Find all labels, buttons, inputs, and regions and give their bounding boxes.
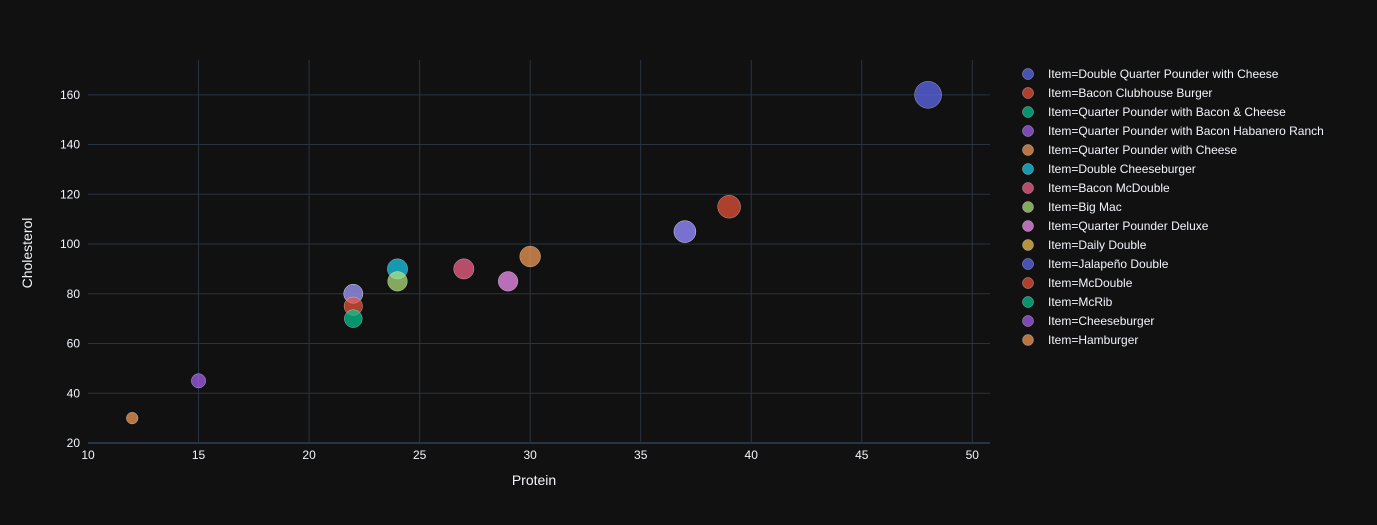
legend-marker [1022, 258, 1034, 270]
legend-item[interactable]: Item=Hamburger [1022, 333, 1139, 347]
legend-label: Item=Quarter Pounder with Bacon & Cheese [1048, 105, 1286, 119]
data-point[interactable] [387, 271, 408, 292]
legend-marker [1022, 144, 1034, 156]
legend-marker [1022, 220, 1034, 232]
legend-label: Item=Daily Double [1048, 238, 1147, 252]
y-axis-title: Cholesterol [19, 218, 35, 289]
legend-marker [1022, 163, 1034, 175]
y-tick-label: 20 [67, 436, 81, 450]
legend-marker [1022, 106, 1034, 118]
tick-labels: 10 15 20 25 30 35 40 45 50 20 40 60 80 100 120 140 160 [60, 88, 979, 462]
y-tick-label: 60 [67, 337, 81, 351]
legend-marker [1022, 87, 1034, 99]
legend-label: Item=Bacon Clubhouse Burger [1048, 86, 1212, 100]
legend-label: Item=McRib [1048, 295, 1113, 309]
legend-label: Item=Double Quarter Pounder with Cheese [1048, 67, 1279, 81]
y-tick-label: 140 [60, 138, 80, 152]
legend-item[interactable]: Item=McDouble [1022, 276, 1133, 290]
legend: Item=Double Quarter Pounder with Cheese I… [1022, 67, 1324, 347]
legend-item[interactable]: Item=Big Mac [1022, 200, 1122, 214]
legend-item[interactable]: Item=Quarter Pounder Deluxe [1022, 219, 1209, 233]
legend-item[interactable]: Item=Quarter Pounder with Bacon Habanero… [1022, 124, 1324, 138]
x-tick-label: 45 [855, 448, 869, 462]
legend-item[interactable]: Item=Bacon McDouble [1022, 181, 1171, 195]
legend-marker [1022, 315, 1034, 327]
legend-marker [1022, 239, 1034, 251]
legend-item[interactable]: Item=Jalapeño Double [1022, 257, 1169, 271]
legend-item[interactable]: Item=McRib [1022, 295, 1113, 309]
legend-item[interactable]: Item=Quarter Pounder with Bacon & Cheese [1022, 105, 1287, 119]
data-point[interactable] [453, 258, 475, 280]
y-tick-label: 120 [60, 187, 80, 201]
legend-item[interactable]: Item=Double Cheeseburger [1022, 162, 1196, 176]
x-tick-label: 50 [966, 448, 980, 462]
data-point[interactable] [191, 373, 206, 389]
data-point[interactable] [673, 220, 697, 243]
x-tick-label: 30 [523, 448, 537, 462]
legend-label: Item=Quarter Pounder Deluxe [1048, 219, 1209, 233]
legend-label: Item=Hamburger [1048, 333, 1138, 347]
x-tick-label: 15 [192, 448, 206, 462]
legend-item[interactable]: Item=Cheeseburger [1022, 314, 1155, 328]
legend-marker [1022, 182, 1034, 194]
legend-marker [1022, 334, 1034, 346]
legend-label: Item=McDouble [1048, 276, 1133, 290]
legend-label: Item=Cheeseburger [1048, 314, 1154, 328]
x-tick-label: 40 [745, 448, 759, 462]
marker-layer [126, 81, 942, 425]
x-tick-label: 35 [634, 448, 648, 462]
data-point[interactable] [914, 81, 942, 109]
legend-label: Item=Double Cheeseburger [1048, 162, 1196, 176]
x-tick-label: 25 [413, 448, 427, 462]
x-tick-label: 10 [81, 448, 95, 462]
legend-item[interactable]: Item=Daily Double [1022, 238, 1147, 252]
data-point[interactable] [717, 195, 741, 219]
legend-label: Item=Quarter Pounder with Bacon Habanero… [1048, 124, 1324, 138]
y-tick-label: 160 [60, 88, 80, 102]
legend-label: Item=Bacon McDouble [1048, 181, 1170, 195]
y-tick-label: 100 [60, 237, 80, 251]
legend-label: Item=Quarter Pounder with Cheese [1048, 143, 1237, 157]
data-point[interactable] [519, 245, 541, 268]
legend-marker [1022, 277, 1034, 289]
data-point[interactable] [344, 309, 363, 328]
legend-marker [1022, 201, 1034, 213]
legend-marker [1022, 296, 1034, 308]
data-point[interactable] [126, 412, 139, 425]
data-point[interactable] [497, 271, 519, 292]
legend-item[interactable]: Item=Bacon Clubhouse Burger [1022, 86, 1213, 100]
legend-marker [1022, 68, 1034, 80]
x-tick-label: 20 [302, 448, 316, 462]
legend-item[interactable]: Item=Quarter Pounder with Cheese [1022, 143, 1238, 157]
x-axis-title: Protein [512, 472, 556, 488]
y-tick-label: 40 [67, 386, 81, 400]
legend-marker [1022, 125, 1034, 137]
legend-item[interactable]: Item=Double Quarter Pounder with Cheese [1022, 67, 1279, 81]
legend-label: Item=Big Mac [1048, 200, 1122, 214]
grid-layer [88, 60, 990, 444]
legend-label: Item=Jalapeño Double [1048, 257, 1169, 271]
y-tick-label: 80 [67, 287, 81, 301]
